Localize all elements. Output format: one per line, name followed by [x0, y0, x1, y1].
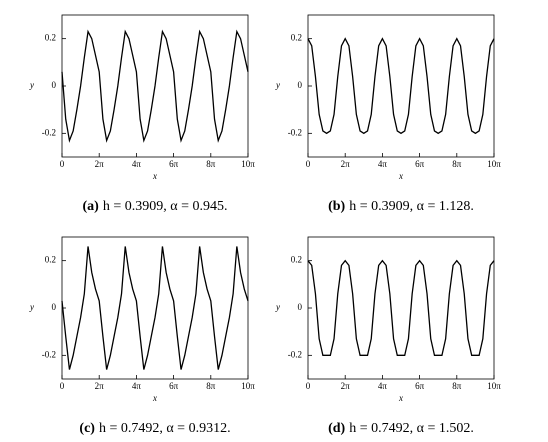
y-tick-label: 0.2	[291, 33, 302, 43]
caption-label: (a)	[83, 199, 100, 214]
x-tick-label: 6π	[415, 381, 425, 391]
x-tick-label: 6π	[169, 159, 179, 169]
y-tick-label: -0.2	[42, 127, 56, 137]
caption: (d) h = 0.7492, α = 1.502.	[328, 421, 474, 436]
x-tick-label: 4π	[378, 159, 388, 169]
y-tick-label: -0.2	[42, 349, 56, 359]
y-tick-label: 0.2	[291, 255, 302, 265]
x-tick-label: 0	[306, 159, 311, 169]
y-tick-label: -0.2	[288, 349, 302, 359]
y-tick-label: 0.2	[45, 255, 56, 265]
x-tick-label: 4π	[378, 381, 388, 391]
x-tick-label: 0	[306, 381, 311, 391]
y-tick-label: -0.2	[288, 127, 302, 137]
caption: (a) h = 0.3909, α = 0.945.	[83, 199, 228, 214]
caption-label: (d)	[328, 421, 345, 436]
y-axis-label: y	[275, 80, 280, 90]
caption-text: h = 0.3909, α = 1.128.	[349, 199, 474, 214]
y-tick-label: 0.2	[45, 33, 56, 43]
x-tick-label: 8π	[206, 159, 216, 169]
y-axis-label: y	[275, 302, 280, 312]
x-tick-label: 2π	[95, 159, 105, 169]
caption-label: (c)	[79, 421, 95, 436]
wave-line	[307, 37, 495, 135]
x-axis-label: x	[398, 171, 403, 181]
axes-box	[307, 236, 495, 380]
wave-line	[307, 259, 495, 356]
x-tick-label: 4π	[132, 381, 142, 391]
x-tick-label: 10π	[241, 159, 255, 169]
y-axis-label: y	[29, 302, 34, 312]
caption-text: h = 0.3909, α = 0.945.	[103, 199, 228, 214]
y-tick-label: 0	[298, 302, 303, 312]
y-tick-label: 0	[52, 80, 57, 90]
x-tick-label: 10π	[487, 381, 501, 391]
x-tick-label: 0	[60, 159, 65, 169]
axes-box	[307, 14, 495, 158]
wave-line	[61, 246, 249, 370]
caption: (c) h = 0.7492, α = 0.9312.	[79, 421, 230, 436]
x-tick-label: 10π	[487, 159, 501, 169]
caption-text: h = 0.7492, α = 0.9312.	[99, 421, 231, 436]
x-tick-label: 8π	[452, 159, 462, 169]
x-axis-label: x	[398, 393, 403, 403]
y-tick-label: 0	[52, 302, 57, 312]
x-tick-label: 2π	[341, 381, 351, 391]
x-tick-label: 2π	[341, 159, 351, 169]
x-tick-label: 0	[60, 381, 65, 391]
caption: (b) h = 0.3909, α = 1.128.	[328, 199, 474, 214]
caption-text: h = 0.7492, α = 1.502.	[349, 421, 474, 436]
x-tick-label: 10π	[241, 381, 255, 391]
x-tick-label: 8π	[206, 381, 216, 391]
x-axis-label: x	[152, 393, 157, 403]
x-tick-label: 6π	[415, 159, 425, 169]
y-tick-label: 0	[298, 80, 303, 90]
x-axis-label: x	[152, 171, 157, 181]
y-axis-label: y	[29, 80, 34, 90]
wave-line	[61, 29, 249, 143]
x-tick-label: 6π	[169, 381, 179, 391]
x-tick-label: 4π	[132, 159, 142, 169]
x-tick-label: 8π	[452, 381, 462, 391]
x-tick-label: 2π	[95, 381, 105, 391]
caption-label: (b)	[328, 199, 345, 214]
